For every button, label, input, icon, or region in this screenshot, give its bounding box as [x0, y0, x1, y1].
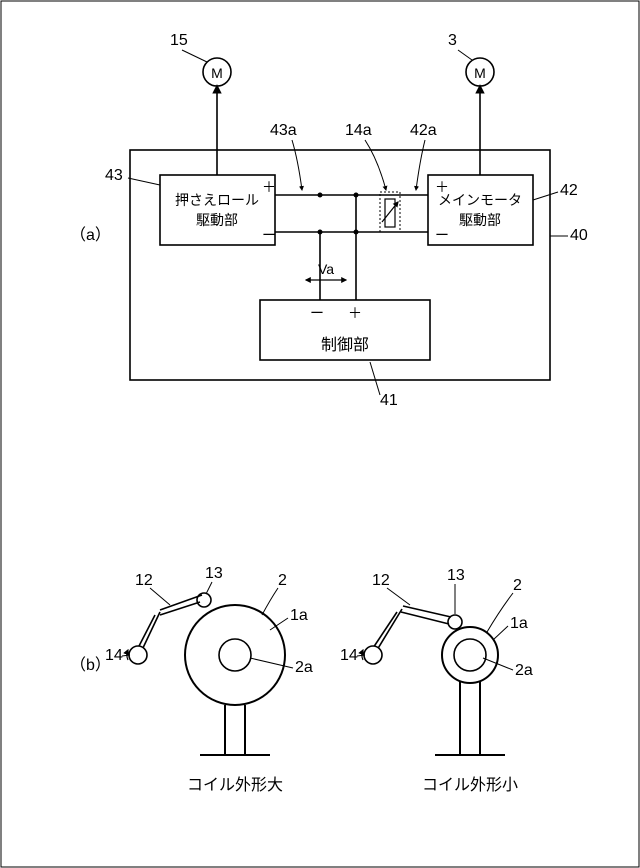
ref-1a-l: 1a [290, 607, 308, 624]
ref-2a-l: 2a [295, 659, 313, 676]
left-drive-block [160, 175, 275, 245]
ref-43-leader [128, 178, 160, 185]
ref-14-r: 14 [340, 647, 358, 664]
right-block-line1: メインモータ [438, 192, 522, 208]
figure-a: （a） 押さえロール 駆動部 ＋ ー メインモータ 駆動部 ＋ ー 制御部 ー … [70, 32, 588, 409]
control-minus: ー [310, 305, 324, 321]
caption-small: コイル外形小 [422, 776, 518, 794]
ref-42a: 42a [410, 122, 437, 139]
coil-large: 12 13 2 1a 2a 14 コイル外形大 [105, 565, 313, 794]
ref-12-l: 12 [135, 572, 153, 589]
variable-element [380, 192, 400, 232]
left-minus: ー [262, 227, 276, 243]
figure-a-label: （a） [70, 226, 111, 244]
coil-small: 12 13 2 1a 2a 14 コイル外形小 [340, 567, 533, 794]
left-block-line2: 駆動部 [196, 212, 238, 228]
ref-43a-leader [292, 140, 302, 190]
ref-14-l: 14 [105, 647, 123, 664]
motor-right: M [466, 58, 494, 175]
ref-3-leader [458, 50, 472, 60]
ref-13-r: 13 [447, 567, 465, 584]
ref-1a-r: 1a [510, 615, 528, 632]
left-plus: ＋ [262, 179, 276, 195]
ref-43: 43 [105, 167, 123, 184]
ref-41: 41 [380, 392, 398, 409]
ref-15-leader [182, 50, 207, 62]
right-minus: ー [435, 227, 449, 243]
motor-left: M [203, 58, 231, 175]
ref-41-leader [370, 362, 380, 395]
va-label: Va [318, 261, 334, 277]
ref-15: 15 [170, 32, 188, 49]
ref-14a: 14a [345, 122, 372, 139]
caption-large: コイル外形大 [187, 776, 283, 794]
ref-2-l: 2 [278, 572, 287, 589]
diagram-canvas: （a） 押さえロール 駆動部 ＋ ー メインモータ 駆動部 ＋ ー 制御部 ー … [0, 0, 640, 868]
ref-14a-leader [365, 140, 386, 190]
ref-13-l: 13 [205, 565, 223, 582]
ref-42-leader [533, 192, 558, 200]
figure-b: （b） 12 13 [70, 565, 533, 794]
ref-43a: 43a [270, 122, 297, 139]
ref-40: 40 [570, 227, 588, 244]
node-top-1 [318, 193, 323, 198]
ref-2a-r: 2a [515, 662, 533, 679]
right-block-line2: 駆動部 [459, 212, 501, 228]
ref-3: 3 [448, 32, 457, 49]
control-plus: ＋ [348, 305, 362, 321]
control-block-label: 制御部 [321, 336, 369, 354]
ref-42a-leader [416, 140, 425, 190]
right-plus: ＋ [435, 179, 449, 195]
motor-left-letter: M [211, 65, 223, 81]
ref-42: 42 [560, 182, 578, 199]
motor-right-letter: M [474, 65, 486, 81]
page-border [1, 1, 639, 867]
ref-2-r: 2 [513, 577, 522, 594]
ref-12-r: 12 [372, 572, 390, 589]
left-block-line1: 押さえロール [175, 192, 259, 208]
